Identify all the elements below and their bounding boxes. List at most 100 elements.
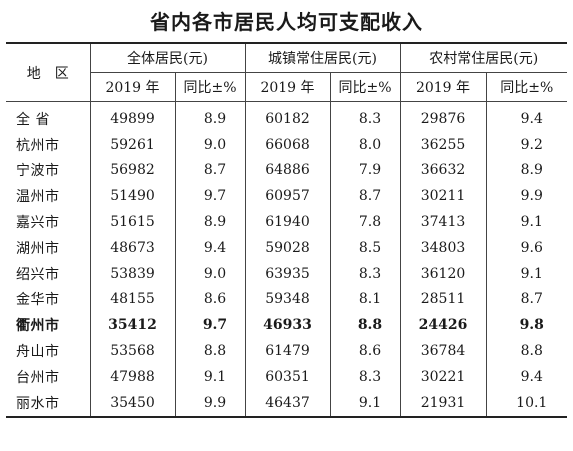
all-yoy-cell: 8.6 xyxy=(174,286,245,313)
rural-income-cell: 37413 xyxy=(399,209,486,235)
all-income-cell: 47988 xyxy=(89,363,175,390)
rural-income-cell: 34803 xyxy=(399,234,486,261)
all-income-cell: 48155 xyxy=(89,286,175,313)
header-group-all: 全体居民(元) xyxy=(89,43,245,73)
header-region: 地 区 xyxy=(6,43,90,102)
urban-income-cell: 60351 xyxy=(244,363,330,390)
table-row: 宁波市 56982 8.7 64886 7.9 36632 8.9 xyxy=(6,157,567,184)
rural-yoy-cell: 9.8 xyxy=(485,312,567,339)
rural-yoy-cell: 9.4 xyxy=(485,363,567,390)
table-title: 省内各市居民人均可支配收入 xyxy=(150,10,423,34)
all-yoy-cell: 9.7 xyxy=(174,312,245,339)
urban-yoy-cell: 8.8 xyxy=(329,312,400,339)
table-row: 金华市 48155 8.6 59348 8.1 28511 8.7 xyxy=(6,286,567,313)
region-name: 杭州市 xyxy=(16,137,60,154)
all-income-cell: 49899 xyxy=(89,101,175,132)
rural-yoy-cell: 9.1 xyxy=(485,209,567,235)
urban-income-cell: 66068 xyxy=(244,131,330,158)
urban-yoy-cell: 8.5 xyxy=(329,234,400,261)
header-sub-yoy: 同比±% xyxy=(329,72,400,102)
rural-income-cell: 30221 xyxy=(399,363,486,390)
table-row: 舟山市 53568 8.8 61479 8.6 36784 8.8 xyxy=(6,338,567,364)
rural-income-cell: 36784 xyxy=(399,338,486,364)
rural-income-cell: 36632 xyxy=(399,157,486,184)
all-yoy-cell: 8.9 xyxy=(174,209,245,235)
urban-income-cell: 60182 xyxy=(244,101,330,132)
all-income-cell: 35450 xyxy=(89,389,175,417)
region-name: 台州市 xyxy=(16,369,60,386)
rural-yoy-cell: 9.9 xyxy=(485,183,567,210)
rural-income-cell: 21931 xyxy=(399,389,486,417)
header-sub-year: 2019 年 xyxy=(399,72,486,102)
urban-income-cell: 63935 xyxy=(244,260,330,287)
all-yoy-cell: 8.8 xyxy=(174,338,245,364)
table-row: 湖州市 48673 9.4 59028 8.5 34803 9.6 xyxy=(6,234,567,261)
rural-yoy-cell: 9.4 xyxy=(485,101,567,132)
region-name: 湖州市 xyxy=(16,240,60,257)
all-income-cell: 53839 xyxy=(89,260,175,287)
urban-income-cell: 46437 xyxy=(244,389,330,417)
rural-yoy-cell: 9.6 xyxy=(485,234,567,261)
all-yoy-cell: 9.4 xyxy=(174,234,245,261)
header-sub-yoy: 同比±% xyxy=(174,72,245,102)
urban-income-cell: 59028 xyxy=(244,234,330,261)
rural-income-cell: 36255 xyxy=(399,131,486,158)
table-row: 嘉兴市 51615 8.9 61940 7.8 37413 9.1 xyxy=(6,209,567,235)
urban-yoy-cell: 7.8 xyxy=(329,209,400,235)
all-yoy-cell: 8.9 xyxy=(174,101,245,132)
table-row: 温州市 51490 9.7 60957 8.7 30211 9.9 xyxy=(6,183,567,210)
rural-yoy-cell: 10.1 xyxy=(485,389,567,417)
urban-income-cell: 61479 xyxy=(244,338,330,364)
header-sub-year: 2019 年 xyxy=(244,72,330,102)
table-row: 绍兴市 53839 9.0 63935 8.3 36120 9.1 xyxy=(6,260,567,287)
rural-income-cell: 36120 xyxy=(399,260,486,287)
region-name: 丽水市 xyxy=(16,395,60,412)
header-group-urban: 城镇常住居民(元) xyxy=(244,43,400,73)
header-sub-year: 2019 年 xyxy=(89,72,175,102)
rural-yoy-cell: 9.1 xyxy=(485,260,567,287)
table-row: 杭州市 59261 9.0 66068 8.0 36255 9.2 xyxy=(6,131,567,158)
urban-yoy-cell: 8.6 xyxy=(329,338,400,364)
urban-yoy-cell: 8.1 xyxy=(329,286,400,313)
header-group-rural: 农村常住居民(元) xyxy=(399,43,567,73)
region-name: 舟山市 xyxy=(16,344,60,361)
table-row: 丽水市 35450 9.9 46437 9.1 21931 10.1 xyxy=(6,389,567,417)
region-name: 衢州市 xyxy=(16,318,60,335)
all-yoy-cell: 9.0 xyxy=(174,131,245,158)
urban-income-cell: 64886 xyxy=(244,157,330,184)
all-income-cell: 59261 xyxy=(89,131,175,158)
all-income-cell: 51490 xyxy=(89,183,175,210)
rural-yoy-cell: 8.8 xyxy=(485,338,567,364)
header-sub-yoy: 同比±% xyxy=(485,72,567,102)
rural-income-cell: 28511 xyxy=(399,286,486,313)
rural-yoy-cell: 8.9 xyxy=(485,157,567,184)
urban-income-cell: 46933 xyxy=(244,312,330,339)
header-row-groups: 地 区 全体居民(元) 城镇常住居民(元) 农村常住居民(元) xyxy=(6,43,567,102)
urban-yoy-cell: 8.7 xyxy=(329,183,400,210)
all-income-cell: 35412 xyxy=(89,312,175,339)
urban-income-cell: 61940 xyxy=(244,209,330,235)
urban-yoy-cell: 9.1 xyxy=(329,389,400,417)
urban-yoy-cell: 7.9 xyxy=(329,157,400,184)
all-yoy-cell: 9.9 xyxy=(174,389,245,417)
all-yoy-cell: 9.0 xyxy=(174,260,245,287)
table-body: 全 省 49899 8.9 60182 8.3 29876 9.4 杭州市 59261 9.0 66… xyxy=(6,101,567,417)
all-income-cell: 56982 xyxy=(89,157,175,184)
rural-income-cell: 30211 xyxy=(399,183,486,210)
all-yoy-cell: 9.7 xyxy=(174,183,245,210)
all-yoy-cell: 8.7 xyxy=(174,157,245,184)
rural-income-cell: 29876 xyxy=(399,101,486,132)
header-row-sub: 2019 年 同比±% 2019 年 同比±% 2019 年 同比±% xyxy=(6,72,567,102)
table-row: 衢州市 35412 9.7 46933 8.8 24426 9.8 xyxy=(6,312,567,339)
urban-yoy-cell: 8.3 xyxy=(329,101,400,132)
region-name: 温州市 xyxy=(16,189,60,206)
region-name: 嘉兴市 xyxy=(16,215,60,232)
all-income-cell: 53568 xyxy=(89,338,175,364)
all-income-cell: 51615 xyxy=(89,209,175,235)
rural-yoy-cell: 9.2 xyxy=(485,131,567,158)
urban-yoy-cell: 8.0 xyxy=(329,131,400,158)
rural-income-cell: 24426 xyxy=(399,312,486,339)
rural-yoy-cell: 8.7 xyxy=(485,286,567,313)
region-name: 绍兴市 xyxy=(16,266,60,283)
urban-income-cell: 59348 xyxy=(244,286,330,313)
